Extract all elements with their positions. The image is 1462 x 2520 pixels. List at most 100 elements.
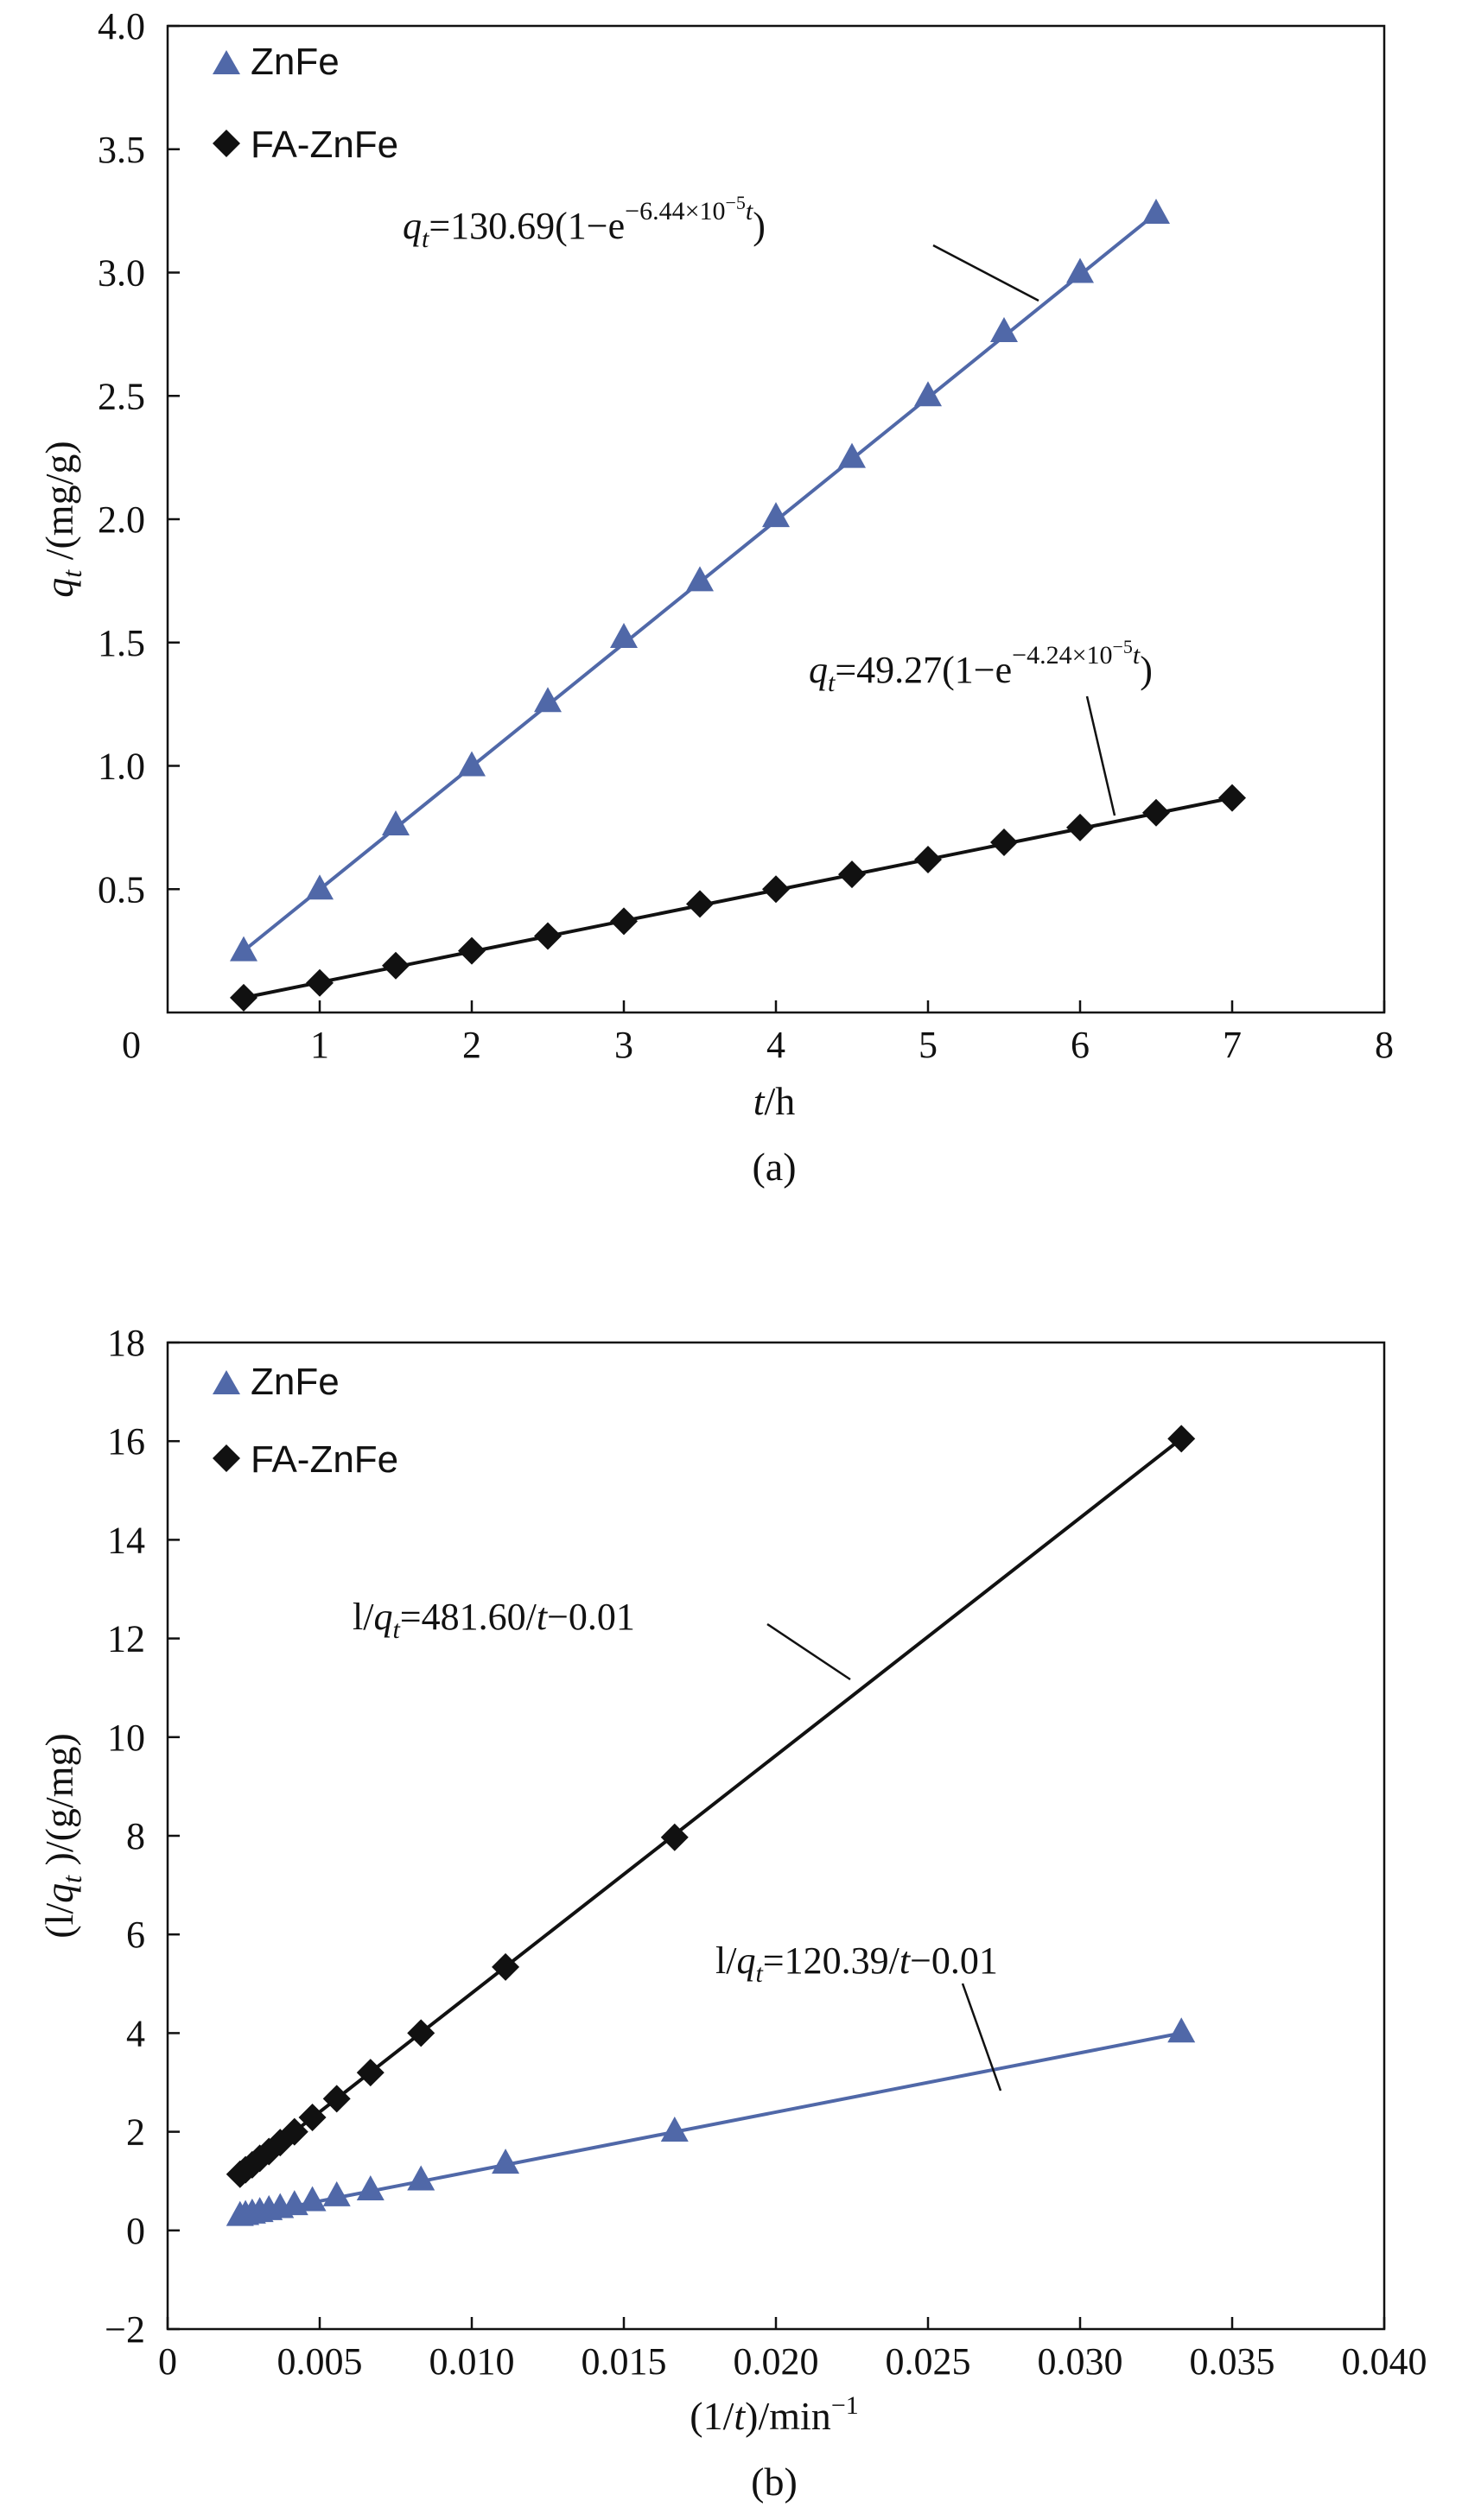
y-tick-label-b-5: 8 <box>126 1815 145 1857</box>
data-point-znfe-b-9 <box>356 2174 385 2200</box>
fit-equation-znfe-b: l/qt=120.39/t−0.01 <box>715 1939 998 1988</box>
legend-marker-znfe-a <box>213 50 240 74</box>
data-point-znfe-a-3 <box>458 751 486 777</box>
data-point-fa-znfe-a-5 <box>610 907 638 936</box>
data-point-fa-znfe-a-6 <box>686 890 714 918</box>
data-point-znfe-a-7 <box>762 502 790 528</box>
data-point-znfe-b-10 <box>407 2165 435 2191</box>
axis-ticks-a: 1 2 3 4 5 6 7 8 0.5 1.0 1.5 2.0 2.5 3.0 3.5 4.0 <box>98 5 1394 1066</box>
data-point-znfe-b-13 <box>1167 2017 1196 2043</box>
x-tick-label-a-0: 1 <box>310 1024 329 1066</box>
fit-equation-fa-znfe-a: qt=49.27(1−e−4.24×10−5t) <box>809 636 1153 697</box>
fit-line-znfe-b <box>239 2031 1182 2218</box>
data-point-znfe-a-10 <box>990 317 1018 343</box>
leader-line-znfe-a <box>932 244 1039 302</box>
y-tick-label-a-6: 3.5 <box>98 129 145 171</box>
x-axis-label-a: t/h <box>753 1079 796 1123</box>
data-point-znfe-a-5 <box>610 623 638 649</box>
y-tick-label-a-7: 4.0 <box>98 5 145 48</box>
y-tick-label-b-8: 14 <box>107 1519 145 1561</box>
data-point-znfe-b-12 <box>660 2117 689 2142</box>
axis-ticks-b: 0 0.005 0.010 0.015 0.020 0.025 0.030 0.035 0.04… <box>105 1322 1427 2383</box>
data-point-fa-znfe-a-4 <box>534 922 562 950</box>
data-point-znfe-a-6 <box>686 566 714 592</box>
data-point-znfe-a-4 <box>534 687 562 713</box>
legend-label-fa-znfe-b: FA-ZnFe <box>251 1438 398 1481</box>
plot-frame-b <box>166 1341 1386 2331</box>
y-tick-label-b-9: 16 <box>107 1420 145 1463</box>
data-point-fa-znfe-b-10 <box>407 2019 435 2047</box>
data-point-znfe-a-0 <box>230 936 257 962</box>
fit-equation-fa-znfe-b: l/qt=481.60/t−0.01 <box>353 1596 635 1644</box>
y-tick-label-b-2: 2 <box>126 2111 145 2154</box>
data-point-fa-znfe-a-0 <box>230 983 257 1012</box>
data-point-znfe-b-8 <box>322 2180 351 2206</box>
x-tick-label-b-5: 0.025 <box>886 2340 971 2383</box>
y-tick-label-b-3: 4 <box>126 2012 145 2054</box>
fit-lines-b <box>238 1437 1183 2218</box>
data-point-fa-znfe-a-3 <box>458 936 486 965</box>
data-point-fa-znfe-a-11 <box>1066 813 1094 841</box>
fit-line-fa-znfe-b <box>238 1437 1183 2176</box>
data-point-fa-znfe-b-6 <box>280 2117 308 2146</box>
y-tick-label-b-1: 0 <box>126 2210 145 2252</box>
data-point-fa-znfe-a-2 <box>382 951 410 980</box>
data-point-fa-znfe-a-12 <box>1142 798 1170 827</box>
data-points-a <box>230 198 1246 1012</box>
data-point-fa-znfe-a-10 <box>990 828 1018 857</box>
y-tick-label-a-0: 0.5 <box>98 868 145 911</box>
data-point-fa-znfe-a-13 <box>1218 784 1246 812</box>
legend-a: ZnFe FA-ZnFe <box>213 41 398 166</box>
data-point-fa-znfe-b-12 <box>660 1823 689 1851</box>
x-tick-label-a-7: 8 <box>1375 1024 1394 1066</box>
x-tick-label-a-1: 2 <box>462 1024 481 1066</box>
legend-label-znfe-b: ZnFe <box>251 1361 340 1403</box>
data-point-znfe-b-11 <box>492 2149 520 2174</box>
y-tick-label-a-4: 2.5 <box>98 375 145 417</box>
origin-label-a: 0 <box>122 1024 141 1066</box>
x-tick-label-b-3: 0.015 <box>582 2340 667 2383</box>
data-point-znfe-a-12 <box>1142 198 1170 224</box>
y-tick-label-b-10: 18 <box>107 1322 145 1364</box>
panel-label-a: (a) <box>752 1145 796 1189</box>
data-point-znfe-b-7 <box>298 2186 327 2212</box>
data-point-znfe-a-9 <box>914 381 942 407</box>
x-tick-label-a-2: 3 <box>614 1024 633 1066</box>
x-tick-label-b-4: 0.020 <box>734 2340 819 2383</box>
data-point-znfe-a-2 <box>382 810 410 836</box>
y-tick-label-b-6: 10 <box>107 1717 145 1759</box>
data-point-fa-znfe-a-8 <box>838 860 866 889</box>
x-tick-label-b-8: 0.040 <box>1342 2340 1427 2383</box>
y-tick-label-b-4: 6 <box>126 1914 145 1956</box>
legend-marker-fa-znfe-b <box>213 1444 240 1472</box>
y-tick-label-b-0: −2 <box>105 2308 145 2351</box>
panel-label-b: (b) <box>751 2460 798 2504</box>
y-tick-label-a-2: 1.5 <box>98 622 145 664</box>
x-axis-label-b: (1/t)/min−1 <box>690 2391 858 2438</box>
y-tick-label-a-3: 2.0 <box>98 498 145 541</box>
chart-panel-b: 0 0.005 0.010 0.015 0.020 0.025 0.030 0.035 0.04… <box>37 1322 1427 2504</box>
data-point-znfe-a-1 <box>306 874 334 900</box>
x-tick-label-b-7: 0.035 <box>1190 2340 1275 2383</box>
data-points-b <box>226 1425 1196 2226</box>
data-point-fa-znfe-b-7 <box>298 2104 327 2132</box>
x-tick-label-a-3: 4 <box>766 1024 785 1066</box>
data-point-fa-znfe-b-9 <box>356 2059 385 2087</box>
chart-panel-a: 1 2 3 4 5 6 7 8 0.5 1.0 1.5 2.0 2.5 3.0 3.5 4.0 0 qt /(… <box>37 5 1394 1189</box>
x-tick-label-a-4: 5 <box>919 1024 938 1066</box>
fit-equation-znfe-a: qt=130.69(1−e−6.44×10−5t) <box>403 192 766 253</box>
legend-marker-fa-znfe-a <box>213 130 240 157</box>
legend-marker-znfe-b <box>213 1370 240 1394</box>
x-tick-label-b-0: 0 <box>158 2340 177 2383</box>
leader-line-fa-znfe-a <box>1085 695 1116 816</box>
y-tick-label-a-5: 3.0 <box>98 252 145 295</box>
data-point-fa-znfe-a-9 <box>914 845 942 873</box>
fit-line-fa-znfe-a <box>243 796 1233 1000</box>
legend-label-znfe-a: ZnFe <box>251 41 340 83</box>
fit-lines-a <box>242 212 1233 1000</box>
y-tick-label-b-7: 12 <box>107 1618 145 1660</box>
leader-line-fa-znfe-b <box>766 1622 851 1681</box>
legend-label-fa-znfe-a: FA-ZnFe <box>251 124 398 166</box>
data-point-znfe-a-11 <box>1066 257 1094 283</box>
